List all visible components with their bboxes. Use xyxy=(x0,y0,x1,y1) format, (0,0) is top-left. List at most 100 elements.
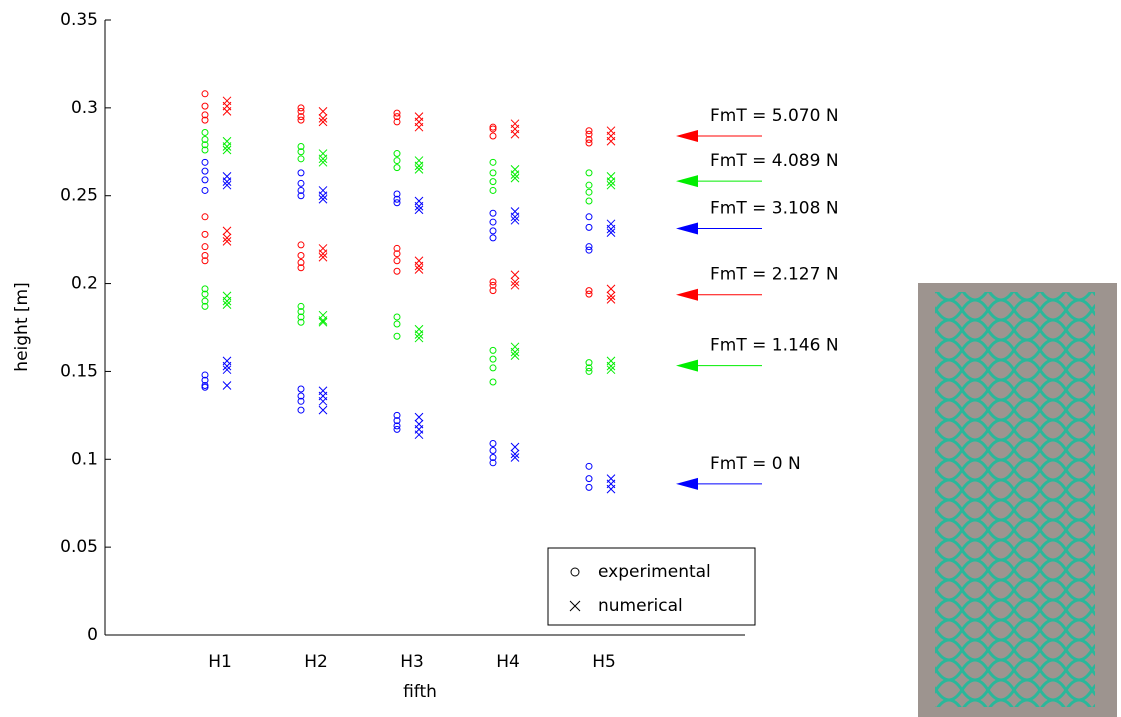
experimental-point xyxy=(201,176,209,184)
numerical-point xyxy=(606,177,616,187)
experimental-point xyxy=(297,318,305,326)
numerical-point xyxy=(606,365,616,375)
experimental-point xyxy=(297,155,305,163)
numerical-point xyxy=(318,317,328,327)
experimental-point xyxy=(393,425,401,433)
numerical-point xyxy=(222,145,232,155)
numerical-point xyxy=(606,284,616,294)
experimental-point xyxy=(201,257,209,265)
experimental-point xyxy=(489,355,497,363)
experimental-point xyxy=(489,234,497,242)
experimental-point xyxy=(201,213,209,221)
experimental-point xyxy=(297,406,305,414)
experimental-point xyxy=(297,302,305,310)
experimental-point xyxy=(201,285,209,293)
numerical-point xyxy=(222,361,232,371)
legend-label: experimental xyxy=(598,562,711,582)
annotation-arrowhead xyxy=(676,359,698,372)
experimental-point xyxy=(585,127,593,135)
numerical-point xyxy=(606,484,616,494)
experimental-point xyxy=(585,135,593,143)
numerical-point xyxy=(414,430,424,440)
numerical-point xyxy=(510,453,520,462)
legend xyxy=(547,547,756,626)
experimental-point xyxy=(393,422,401,430)
experimental-point xyxy=(297,385,305,393)
experimental-point xyxy=(201,116,209,124)
experimental-point xyxy=(489,378,497,386)
experimental-point xyxy=(393,313,401,321)
experimental-point xyxy=(393,157,401,165)
experimental-point xyxy=(489,125,497,133)
y-tick-label: 0.05 xyxy=(60,537,98,557)
experimental-point xyxy=(201,251,209,259)
experimental-point xyxy=(297,192,305,200)
numerical-point xyxy=(510,215,520,225)
x-axis-label: fifth xyxy=(403,682,437,702)
experimental-point xyxy=(489,287,497,295)
experimental-point xyxy=(201,383,209,391)
experimental-point xyxy=(393,244,401,252)
numerical-point xyxy=(414,412,424,422)
experimental-point xyxy=(297,113,305,121)
numerical-point xyxy=(510,449,520,459)
experimental-point xyxy=(201,158,209,166)
experimental-point xyxy=(393,411,401,419)
experimental-point xyxy=(585,188,593,196)
numerical-point xyxy=(414,330,424,339)
legend-marker xyxy=(569,600,581,612)
numerical-point xyxy=(510,351,520,360)
x-tick-label: H3 xyxy=(400,652,424,672)
experimental-point xyxy=(393,109,401,117)
numerical-point xyxy=(318,114,328,123)
experimental-point xyxy=(393,164,401,172)
numerical-point xyxy=(318,249,328,259)
numerical-point xyxy=(510,212,520,222)
experimental-point xyxy=(489,278,497,286)
numerical-point xyxy=(414,161,424,171)
experimental-point xyxy=(297,251,305,259)
experimental-point xyxy=(201,167,209,175)
experimental-point xyxy=(297,107,305,115)
experimental-point xyxy=(585,483,593,491)
annotation-arrowhead xyxy=(676,288,698,301)
numerical-point xyxy=(510,129,520,139)
experimental-point xyxy=(393,113,401,121)
y-tick-label: 0.3 xyxy=(71,98,98,118)
numerical-point xyxy=(510,170,520,179)
experimental-point xyxy=(297,313,305,321)
experimental-point xyxy=(201,90,209,98)
experimental-point xyxy=(393,417,401,425)
experimental-point xyxy=(489,132,497,140)
experimental-point xyxy=(393,190,401,198)
numerical-point xyxy=(510,280,520,290)
numerical-point xyxy=(606,291,616,301)
numerical-point xyxy=(222,296,232,306)
experimental-point xyxy=(297,186,305,194)
experimental-point xyxy=(201,111,209,119)
numerical-point xyxy=(318,154,328,164)
experimental-point xyxy=(585,139,593,147)
experimental-point xyxy=(585,243,593,251)
experimental-point xyxy=(393,320,401,328)
numerical-point xyxy=(222,237,232,246)
experimental-point xyxy=(489,169,497,177)
experimental-point xyxy=(489,364,497,372)
experimental-point xyxy=(201,302,209,310)
experimental-point xyxy=(585,169,593,177)
experimental-point xyxy=(489,209,497,217)
experimental-point xyxy=(489,459,497,467)
numerical-point xyxy=(222,226,232,236)
experimental-point xyxy=(201,290,209,298)
numerical-point xyxy=(318,117,328,127)
numerical-point xyxy=(510,347,520,357)
y-tick-label: 0.1 xyxy=(71,449,98,469)
experimental-point xyxy=(393,150,401,158)
numerical-point xyxy=(222,177,232,187)
experimental-point xyxy=(297,308,305,316)
numerical-point xyxy=(222,180,232,190)
experimental-point xyxy=(585,462,593,470)
experimental-point xyxy=(489,186,497,194)
photo xyxy=(918,283,1117,717)
